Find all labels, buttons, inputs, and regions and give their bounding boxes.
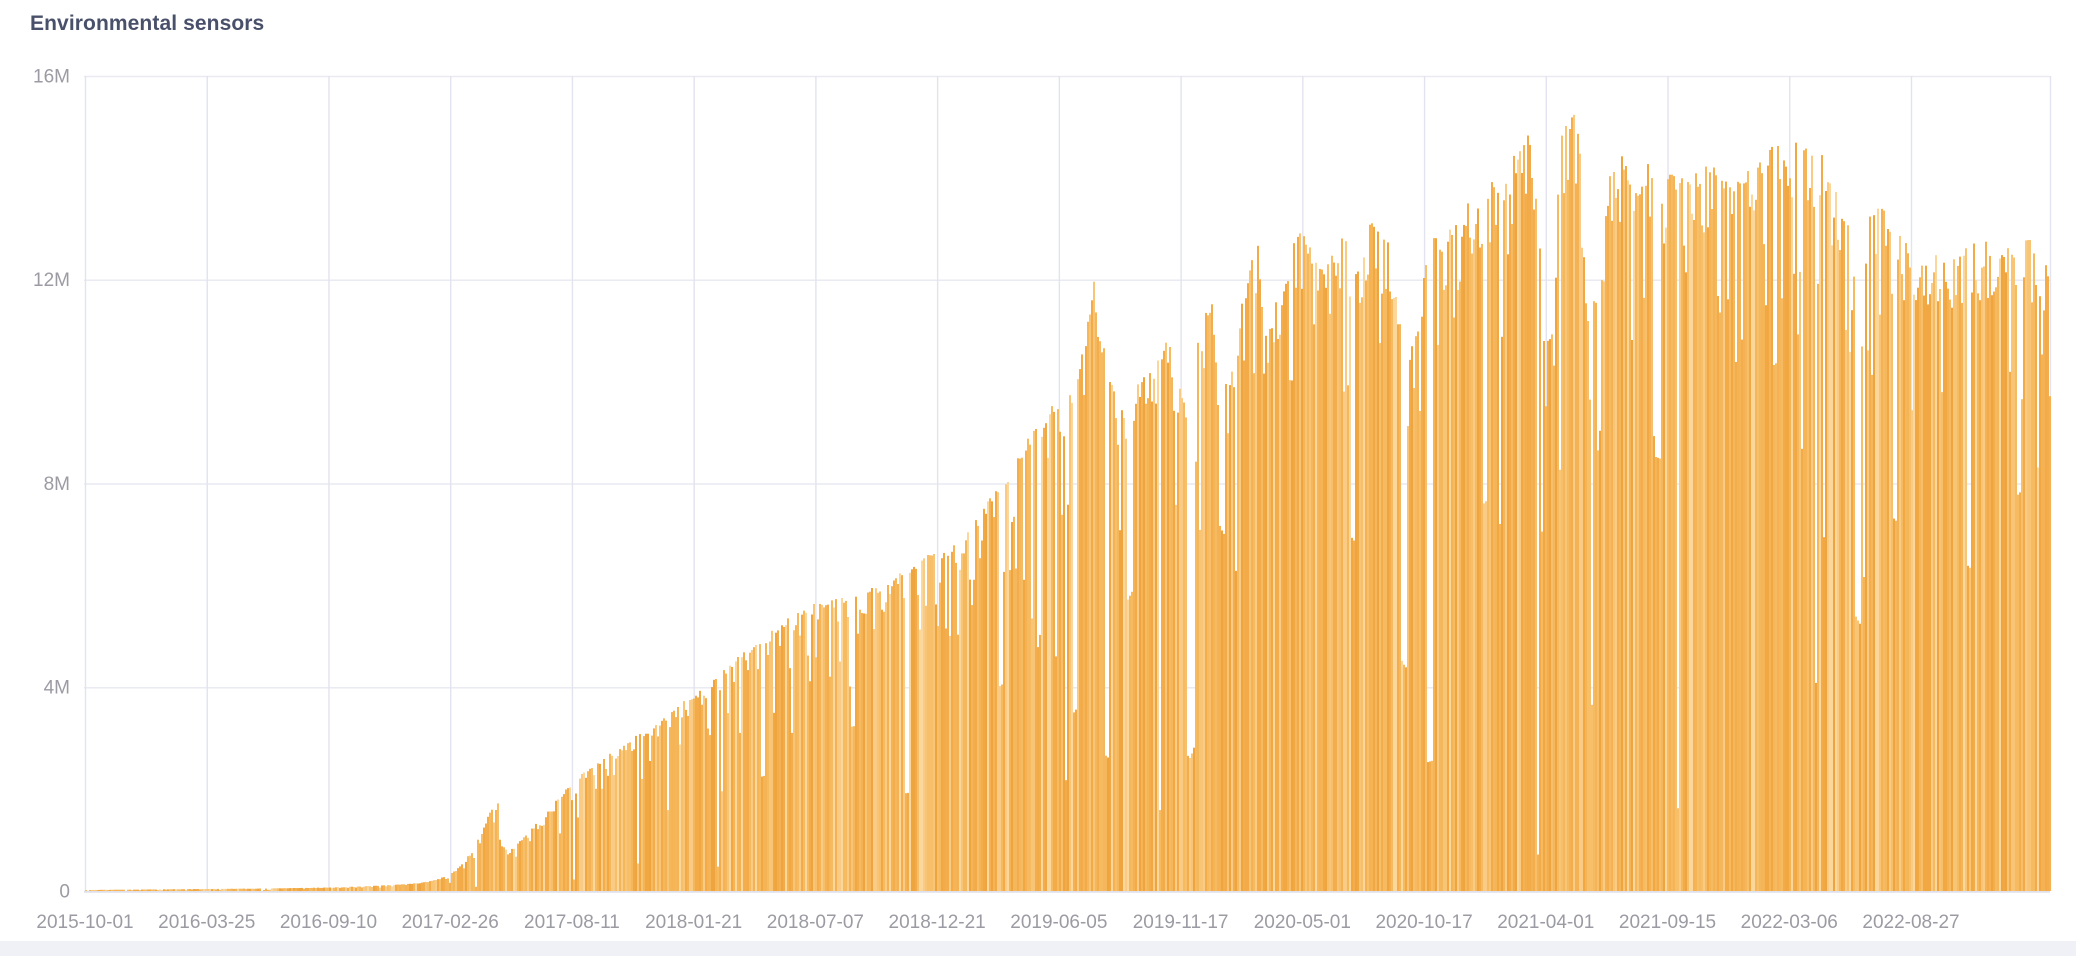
x-tick-label: 2019-11-17 <box>1133 912 1229 933</box>
y-tick-label: 0 <box>59 881 70 902</box>
y-tick-label: 4M <box>44 678 70 699</box>
x-tick-label: 2017-02-26 <box>402 912 499 933</box>
x-tick-label: 2016-09-10 <box>280 912 377 933</box>
x-tick-label: 2019-06-05 <box>1010 912 1107 933</box>
x-tick-label: 2021-09-15 <box>1619 912 1716 933</box>
bar-series-environmental-sensors <box>85 114 2051 892</box>
next-panel-top-edge <box>0 941 2076 956</box>
x-tick-label: 2022-08-27 <box>1862 912 1959 933</box>
x-axis-labels: 2015-10-01 2016-03-25 2016-09-10 2017-02-26… <box>36 912 1959 933</box>
y-tick-label: 12M <box>33 270 70 291</box>
x-tick-label: 2020-05-01 <box>1254 912 1351 933</box>
x-tick-label: 2022-03-06 <box>1741 912 1838 933</box>
x-tick-label: 2018-07-07 <box>767 912 864 933</box>
x-tick-label: 2021-04-01 <box>1497 912 1594 933</box>
y-axis-labels: 0 4M 8M 12M 16M <box>33 66 70 902</box>
x-tick-label: 2018-12-21 <box>889 912 986 933</box>
x-tick-label: 2017-08-11 <box>524 912 620 933</box>
y-tick-label: 16M <box>33 66 70 87</box>
y-tick-label: 8M <box>44 474 70 495</box>
x-tick-label: 2020-10-17 <box>1375 912 1472 933</box>
x-tick-label: 2016-03-25 <box>158 912 255 933</box>
x-tick-label: 2018-01-21 <box>645 912 742 933</box>
panel-title[interactable]: Environmental sensors <box>30 12 265 35</box>
x-tick-label: 2015-10-01 <box>36 912 133 933</box>
